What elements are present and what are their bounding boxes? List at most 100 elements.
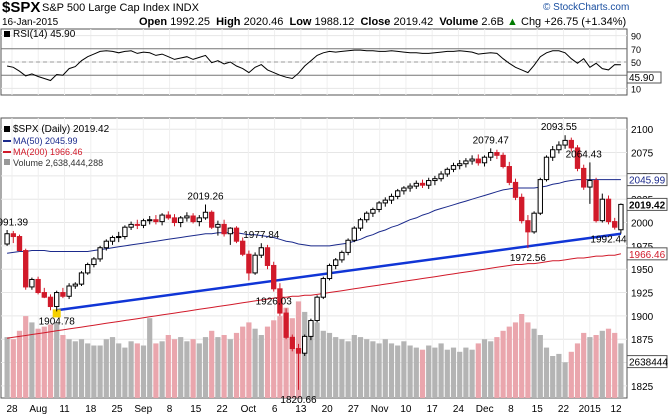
candle-body (283, 312, 289, 338)
candle-body (122, 226, 128, 238)
close-label: Close (360, 16, 391, 28)
volume-bar (457, 351, 463, 398)
volume-bar (370, 341, 376, 398)
volume-bar (252, 328, 258, 398)
candle-body (605, 198, 612, 223)
candle-body (481, 156, 488, 164)
volume-bar (233, 332, 240, 398)
x-tick-label: 18 (85, 404, 97, 414)
volume-bar (314, 322, 320, 398)
volume-bar (78, 339, 85, 398)
price-tick-label: 1900 (631, 312, 654, 323)
candle-body (537, 179, 543, 214)
candle-body (463, 160, 469, 165)
volume-badge-box (626, 355, 668, 369)
volume-bar (599, 330, 605, 398)
rsi-tick-label: 50 (631, 58, 641, 68)
volume-bar (438, 343, 444, 398)
x-tick-label: 8 (167, 404, 173, 414)
candle-body (295, 348, 302, 354)
index-name: S&P 500 Large Cap Index INDX (42, 2, 199, 14)
candle-body (196, 217, 202, 223)
volume-bar (364, 339, 370, 398)
candle-body (78, 272, 85, 285)
low-value: 1988.12 (314, 16, 355, 28)
candle-body (252, 254, 258, 274)
symbol: $SPX (2, 0, 41, 16)
candle-body (351, 227, 357, 241)
volume-bar (35, 328, 41, 398)
volume-bar (351, 335, 357, 398)
volume-bar (537, 335, 543, 398)
candle-body (54, 292, 60, 308)
price-annotation: 1991.39 (0, 218, 29, 229)
price-annotation: 1904.78 (39, 316, 76, 327)
volume-bar (215, 337, 221, 398)
candle-body (587, 180, 593, 188)
x-tick-label: Nov (371, 404, 389, 414)
candle-body (4, 233, 10, 245)
volume-value: 2.6B (481, 16, 504, 28)
candle-body (382, 199, 388, 204)
candle-body (550, 149, 556, 158)
ma50-line (7, 179, 621, 254)
volume-bar (612, 332, 618, 398)
volume-bar (376, 343, 382, 398)
price-annotation: 2064.43 (566, 149, 603, 160)
volume-bar (60, 335, 66, 398)
volume-bar (54, 322, 60, 398)
rsi-panel: 9070503010 RSI(14) 45.90 45.90 (0, 28, 662, 96)
price-tick-label: 2000 (631, 219, 654, 230)
candle-body (277, 288, 283, 314)
volume-badge-text: 2638444 (629, 358, 668, 369)
x-tick-label: Dec (476, 404, 494, 414)
ma200-legend-label: MA(200) 1966.46 (13, 147, 83, 157)
price-annotation: 2019.26 (187, 192, 224, 203)
candle-body (171, 217, 178, 224)
price-tick-label: 2075 (631, 149, 654, 160)
candle-body (426, 180, 432, 186)
candle-body (370, 208, 376, 214)
candle-body (500, 154, 506, 168)
volume-bar (413, 347, 419, 398)
volume-bar (326, 332, 333, 398)
volume-bar (246, 322, 252, 398)
candle-body (147, 219, 153, 222)
candle-body (345, 239, 351, 253)
volume-bar (481, 339, 488, 398)
candle-body (159, 214, 165, 223)
x-tick-label: Oct (241, 404, 257, 414)
volume-bar (426, 345, 432, 398)
candle-body (116, 236, 122, 239)
volume-bar (519, 314, 525, 398)
x-tick-label: 11 (59, 404, 70, 414)
volume-bar (339, 339, 345, 398)
x-tick-label: 27 (348, 404, 360, 414)
price-legend-label: $SPX (Daily) 2019.42 (13, 124, 110, 135)
volume-bar (543, 347, 550, 398)
candle-body (574, 147, 581, 169)
volume-bar (550, 356, 556, 398)
price-annotation: 1926.03 (256, 297, 293, 308)
price-legend-swatch (4, 126, 10, 132)
ma50-badge-text: 2045.99 (629, 176, 666, 187)
volume-bar (277, 316, 283, 398)
candle-body (593, 180, 599, 222)
candle-body (10, 233, 16, 238)
candle-body (202, 211, 209, 219)
x-tick-label: 2015 (579, 404, 602, 414)
candle-body (314, 296, 320, 322)
rsi-current-badge: 45.90 (626, 71, 662, 84)
volume-bar (494, 337, 500, 398)
stockcharts-credit[interactable]: © StockCharts.com (543, 2, 630, 13)
volume-bar (264, 326, 271, 398)
volume-bar (395, 345, 401, 398)
volume-bar (618, 343, 624, 398)
candle-body (227, 227, 233, 235)
volume-bar (556, 353, 562, 398)
candle-body (618, 203, 624, 231)
volume-bar (500, 330, 506, 398)
candle-body (326, 264, 333, 280)
candle-body (531, 212, 537, 233)
open-value: 1992.25 (170, 16, 210, 28)
